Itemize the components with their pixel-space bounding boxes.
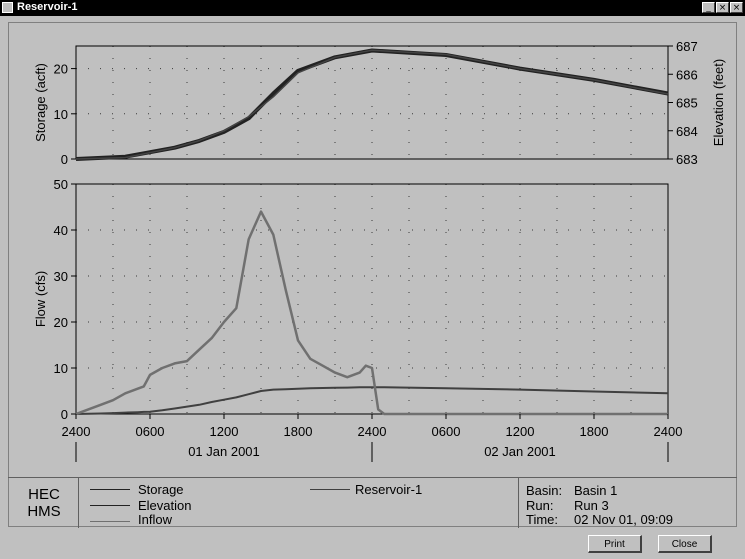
date-label: 01 Jan 2001: [188, 444, 260, 459]
flow-ytick-label: 10: [54, 361, 68, 376]
legend-panel: HEC HMS Storage Elevation Inflow Reservo…: [8, 477, 737, 528]
flow-axes-box: [75, 183, 669, 415]
chart-canvas: 0 10 20 683 684 685 686 687 Storage (acft) Elevat…: [33, 39, 726, 462]
info-time: Time: 02 Nov 01, 09:09: [526, 512, 673, 527]
storage-ytick-label: 10: [54, 107, 68, 122]
legend-item-storage: Storage: [138, 482, 184, 497]
legend-line-elevation: [90, 505, 130, 506]
elevation-ytick-label: 683: [676, 152, 698, 167]
x-tick-label: 0600: [432, 424, 461, 439]
legend-line-reservoir: [310, 489, 350, 490]
x-tick-label: 2400: [62, 424, 91, 439]
elevation-ytick-label: 684: [676, 124, 698, 139]
elevation-ytick-label: 686: [676, 67, 698, 82]
basin-value: Basin 1: [574, 483, 618, 498]
brand-line1: HEC: [28, 486, 60, 503]
x-tick-label: 1200: [506, 424, 535, 439]
storage-ytick-label: 20: [54, 62, 68, 77]
run-key: Run:: [526, 498, 554, 513]
storage-axis-label: Storage (acft): [33, 63, 48, 142]
legend-divider-right: [518, 478, 519, 528]
app-icon[interactable]: [2, 2, 13, 13]
x-tick-label: 0600: [136, 424, 165, 439]
time-value: 02 Nov 01, 09:09: [574, 512, 674, 527]
flow-ytick-label: 50: [54, 177, 68, 192]
flow-chart: 0 10 20 30 40 50 Flow (cfs) 2400 0600 1200 1800 240…: [33, 177, 682, 462]
x-tick-label: 2400: [654, 424, 683, 439]
x-tick-label: 1200: [210, 424, 239, 439]
title-bar: Reservoir-1 _ × ×: [0, 0, 745, 16]
legend-line-inflow: [90, 521, 130, 522]
elevation-ytick-label: 685: [676, 96, 698, 111]
hec-hms-logo: HEC HMS: [24, 486, 64, 520]
legend-item-reservoir: Reservoir-1: [355, 482, 423, 497]
minimize-button[interactable]: _: [702, 2, 715, 13]
time-key: Time:: [526, 512, 559, 527]
legend-item-inflow: Inflow: [138, 512, 172, 527]
inflow-line: [75, 210, 668, 416]
info-run: Run: Run 3: [526, 498, 609, 513]
storage-elevation-chart: 0 10 20 683 684 685 686 687 Storage (acft) Elevat…: [33, 39, 726, 167]
legend-line-storage: [90, 489, 130, 490]
plot-frame: [8, 22, 737, 527]
flow-ytick-label: 20: [54, 315, 68, 330]
flow-ytick-label: 30: [54, 269, 68, 284]
close-window-button[interactable]: ×: [730, 2, 743, 13]
elevation-line: [75, 49, 669, 160]
x-tick-label: 1800: [284, 424, 313, 439]
legend-item-elevation: Elevation: [138, 498, 192, 513]
flow-ytick-label: 40: [54, 223, 68, 238]
run-value: Run 3: [574, 498, 609, 513]
close-button[interactable]: Close: [658, 535, 712, 553]
print-button[interactable]: Print: [588, 535, 642, 553]
brand-line2: HMS: [27, 503, 61, 520]
window-title: Reservoir-1: [17, 1, 78, 13]
flow-axis-label: Flow (cfs): [33, 271, 48, 327]
maximize-button[interactable]: ×: [716, 2, 729, 13]
elevation-ytick-label: 687: [676, 39, 698, 54]
storage-ytick-label: 0: [61, 152, 68, 167]
date-label: 02 Jan 2001: [484, 444, 556, 459]
x-tick-label: 2400: [358, 424, 387, 439]
legend-divider-left: [78, 478, 79, 528]
basin-key: Basin:: [526, 483, 563, 498]
elevation-axis-label: Elevation (feet): [711, 59, 726, 146]
x-tick-label: 1800: [580, 424, 609, 439]
info-basin: Basin: Basin 1: [526, 483, 617, 498]
flow-ytick-label: 0: [61, 407, 68, 422]
